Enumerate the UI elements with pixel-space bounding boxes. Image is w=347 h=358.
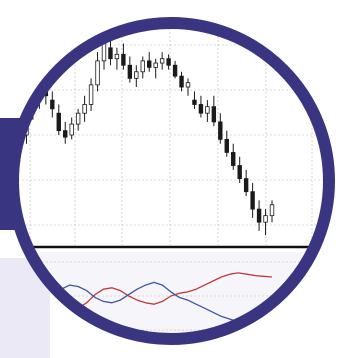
candle-body xyxy=(185,82,191,88)
candle xyxy=(205,100,210,122)
candle-body xyxy=(211,106,217,123)
candle xyxy=(224,130,229,157)
candle xyxy=(121,43,126,70)
candle xyxy=(95,52,100,92)
candle xyxy=(127,56,133,83)
candle xyxy=(140,56,145,79)
candle xyxy=(256,200,262,231)
candle-body xyxy=(205,106,210,114)
candle xyxy=(147,52,152,72)
candle-body xyxy=(269,204,275,217)
candle xyxy=(185,78,191,96)
candle xyxy=(56,104,61,135)
candle xyxy=(88,78,94,112)
candle xyxy=(211,95,217,127)
candle xyxy=(69,117,74,140)
candle-body xyxy=(82,104,87,114)
candle-body xyxy=(237,165,242,180)
candle xyxy=(108,39,113,66)
candle-body xyxy=(140,60,145,73)
candle xyxy=(198,95,204,118)
candle xyxy=(63,121,68,144)
candle-body xyxy=(75,112,81,125)
candle-body xyxy=(63,130,68,138)
candle-body xyxy=(192,99,197,105)
candle-body xyxy=(95,60,100,86)
candle-body xyxy=(243,178,249,193)
candle xyxy=(237,156,242,183)
candle xyxy=(166,54,171,70)
candle xyxy=(153,58,158,79)
candle xyxy=(179,71,184,92)
candle-body xyxy=(224,138,229,153)
candle xyxy=(172,60,178,79)
candle-body xyxy=(101,43,107,62)
candle-body xyxy=(172,64,178,77)
candle-body xyxy=(179,75,184,88)
candle-body xyxy=(114,53,120,60)
candle xyxy=(75,108,81,131)
candle-body xyxy=(250,191,255,210)
candle-body xyxy=(56,112,61,132)
candle-body xyxy=(108,47,113,60)
lens-frame xyxy=(7,17,335,345)
candle-body xyxy=(231,152,236,166)
candle-body xyxy=(134,71,139,79)
candle xyxy=(82,95,87,122)
candle-body xyxy=(121,53,126,66)
candle xyxy=(134,65,139,88)
candle-body xyxy=(69,123,74,136)
candle-body xyxy=(153,62,158,68)
candle xyxy=(269,200,275,223)
candle xyxy=(192,91,197,109)
candle-body xyxy=(256,208,262,223)
candle xyxy=(263,209,268,236)
candle-body xyxy=(88,84,94,105)
candle-body xyxy=(50,99,55,110)
candle-body xyxy=(127,64,133,79)
candle-body xyxy=(198,104,204,114)
candle xyxy=(243,169,249,197)
candle-body xyxy=(166,58,171,66)
candle xyxy=(114,47,120,70)
candle xyxy=(159,52,165,70)
candle-body xyxy=(218,121,223,140)
candle-body xyxy=(263,215,268,223)
candle xyxy=(218,113,223,144)
candle xyxy=(50,91,55,118)
candle-body xyxy=(147,60,152,68)
candle xyxy=(250,182,255,218)
candle-body xyxy=(159,58,165,64)
candle xyxy=(231,143,236,170)
